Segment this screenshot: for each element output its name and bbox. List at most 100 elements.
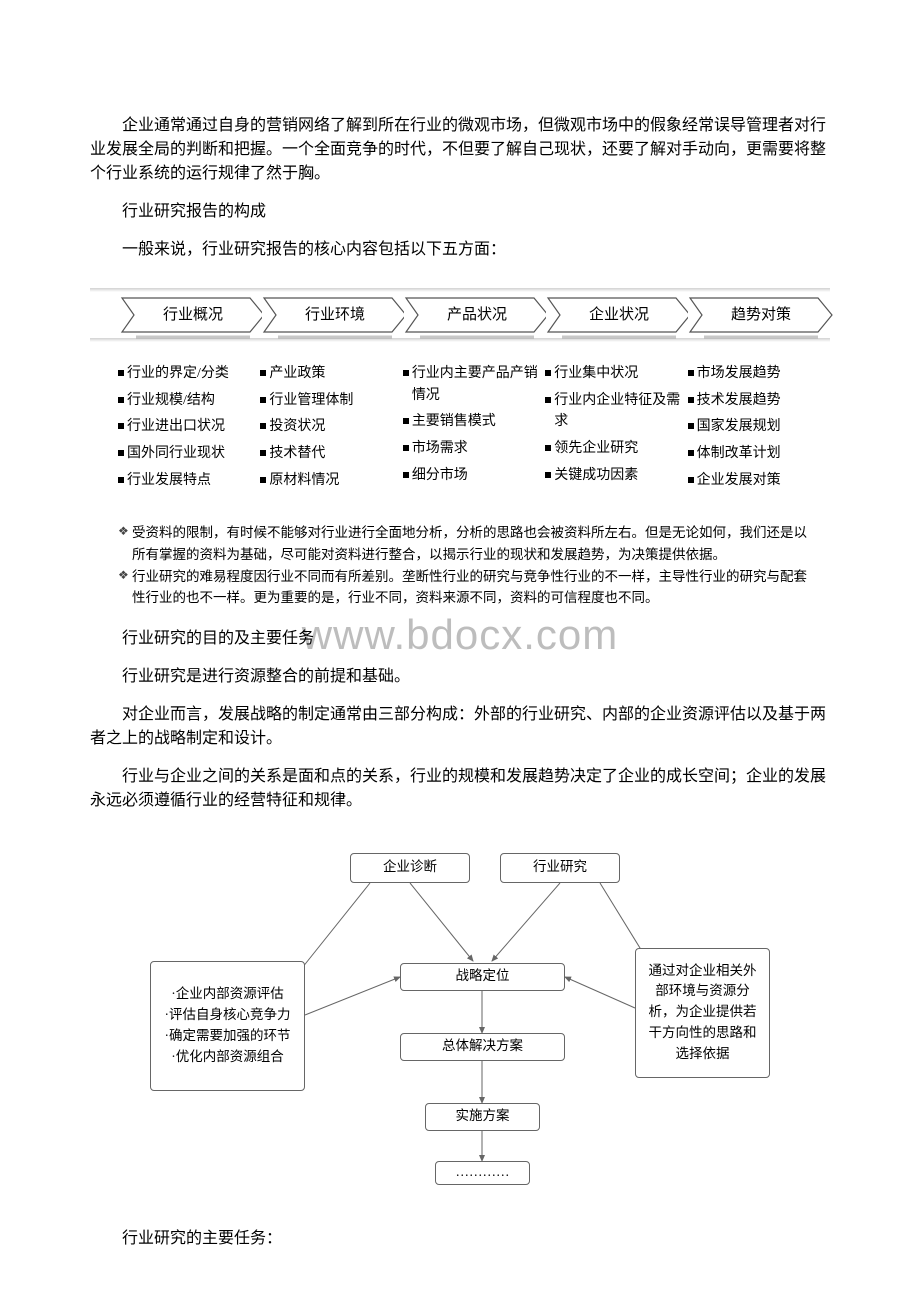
bullet-item: 产业政策 [260, 363, 396, 385]
bullet-text: 企业发展对策 [697, 470, 781, 492]
chevron-tab-label: 产品状况 [447, 304, 507, 327]
bullet-text: 细分市场 [412, 465, 468, 487]
flow-box-line: ·优化内部资源组合 [165, 1047, 291, 1068]
bullet-square-icon [545, 472, 551, 478]
bullet-square-icon [688, 450, 694, 456]
bullet-square-icon [260, 397, 266, 403]
flow-box-line: ·确定需要加强的环节 [165, 1026, 291, 1047]
bullet-item: 国家发展规划 [688, 416, 824, 438]
core-intro: 一般来说，行业研究报告的核心内容包括以下五方面： [90, 238, 830, 262]
intro-paragraph: 企业通常通过自身的营销网络了解到所在行业的微观市场，但微观市场中的假象经常误导管… [90, 114, 830, 186]
bullet-square-icon [260, 370, 266, 376]
note-line: ❖行业研究的难易程度因行业不同而有所差别。垄断性行业的研究与竞争性行业的不一样，… [118, 566, 810, 609]
bullet-item: 行业内主要产品产销情况 [403, 363, 539, 406]
bullet-square-icon [118, 370, 124, 376]
bullet-text: 行业管理体制 [269, 390, 353, 412]
bullet-square-icon [118, 477, 124, 483]
bullet-item: 投资状况 [260, 416, 396, 438]
bullet-square-icon [688, 423, 694, 429]
bullet-item: 体制改革计划 [688, 443, 824, 465]
bullet-square-icon [688, 370, 694, 376]
bullet-square-icon [118, 423, 124, 429]
bullet-column: 市场发展趋势技术发展趋势国家发展规划体制改革计划企业发展对策 [688, 358, 824, 496]
bullet-item: 行业的界定/分类 [118, 363, 254, 385]
bullet-text: 行业的界定/分类 [127, 363, 229, 385]
bullet-item: 技术替代 [260, 443, 396, 465]
bullet-text: 行业集中状况 [554, 363, 638, 385]
flow-box-solution: 总体解决方案 [400, 1033, 565, 1061]
bullet-text: 关键成功因素 [554, 465, 638, 487]
notes-block: ❖受资料的限制，有时候不能够对行业进行全面地分析，分析的思路也会被资料所左右。但… [118, 522, 830, 608]
bullet-item: 企业发展对策 [688, 470, 824, 492]
flow-box-position: 战略定位 [400, 963, 565, 991]
bullet-text: 市场需求 [412, 438, 468, 460]
bullet-item: 细分市场 [403, 465, 539, 487]
chevron-tab: 趋势对策 [688, 296, 834, 334]
note-line: ❖受资料的限制，有时候不能够对行业进行全面地分析，分析的思路也会被资料所左右。但… [118, 522, 810, 565]
diamond-bullet-icon: ❖ [118, 566, 132, 609]
flow-box-research: 行业研究 [500, 853, 620, 883]
chevron-tab-label: 行业概况 [163, 304, 223, 327]
diamond-bullet-icon: ❖ [118, 522, 132, 565]
bullet-column: 行业集中状况行业内企业特征及需求领先企业研究关键成功因素 [545, 358, 681, 496]
bullet-text: 产业政策 [269, 363, 325, 385]
bullet-text: 行业进出口状况 [127, 416, 225, 438]
bullet-square-icon [688, 397, 694, 403]
bullet-square-icon [403, 472, 409, 478]
chevron-tab-label: 企业状况 [589, 304, 649, 327]
bullet-text: 行业发展特点 [127, 470, 211, 492]
note-text: 行业研究的难易程度因行业不同而有所差别。垄断性行业的研究与竞争性行业的不一样，主… [132, 566, 810, 609]
chevron-tab: 行业概况 [120, 296, 266, 334]
bullet-item: 行业管理体制 [260, 390, 396, 412]
composition-heading: 行业研究报告的构成 [90, 200, 830, 224]
bullet-item: 技术发展趋势 [688, 390, 824, 412]
relation-paragraph: 行业与企业之间的关系是面和点的关系，行业的规模和发展趋势决定了企业的成长空间；企… [90, 765, 830, 813]
bullet-text: 领先企业研究 [554, 438, 638, 460]
bullet-text: 技术替代 [269, 443, 325, 465]
bullet-item: 市场发展趋势 [688, 363, 824, 385]
bullet-square-icon [118, 397, 124, 403]
bullet-text: 国家发展规划 [697, 416, 781, 438]
bullet-text: 原材料情况 [269, 470, 339, 492]
bullet-column: 行业内主要产品产销情况主要销售模式市场需求细分市场 [403, 358, 539, 496]
flow-box-more: ………… [435, 1161, 530, 1185]
bullet-text: 技术发展趋势 [697, 390, 781, 412]
bullet-text: 行业内主要产品产销情况 [412, 363, 539, 406]
bullet-square-icon [403, 370, 409, 376]
chevron-tab: 行业环境 [262, 296, 408, 334]
chevron-tab: 产品状况 [404, 296, 550, 334]
chevron-tab: 企业状况 [546, 296, 692, 334]
flow-box-line: ·企业内部资源评估 [165, 984, 291, 1005]
bullet-item: 行业内企业特征及需求 [545, 390, 681, 433]
purpose-heading: 行业研究的目的及主要任务 [90, 627, 830, 651]
flow-box-diagnose: 企业诊断 [350, 853, 470, 883]
bullet-square-icon [118, 450, 124, 456]
flow-box-left: ·企业内部资源评估·评估自身核心竞争力·确定需要加强的环节·优化内部资源组合 [150, 961, 305, 1091]
bullet-text: 投资状况 [269, 416, 325, 438]
bullet-text: 行业内企业特征及需求 [554, 390, 681, 433]
bullet-text: 主要销售模式 [412, 411, 496, 433]
flow-box-impl: 实施方案 [425, 1103, 540, 1131]
chevron-tabs: 行业概况 行业环境 产品状况 企业状况 趋势对策 [90, 288, 830, 348]
chevron-tab-label: 趋势对策 [731, 304, 791, 327]
bullet-square-icon [545, 445, 551, 451]
bullet-item: 原材料情况 [260, 470, 396, 492]
bullet-text: 国外同行业现状 [127, 443, 225, 465]
flow-box-line: 通过对企业相关外部环境与资源分析，为企业提供若干方向性的思路和选择依据 [644, 961, 761, 1066]
tasks-heading: 行业研究的主要任务： [90, 1227, 830, 1251]
bullet-square-icon [403, 445, 409, 451]
bullet-item: 行业规模/结构 [118, 390, 254, 412]
chevron-tab-label: 行业环境 [305, 304, 365, 327]
bullet-square-icon [545, 370, 551, 376]
bullet-square-icon [688, 477, 694, 483]
bullet-square-icon [545, 397, 551, 403]
strategy-paragraph: 对企业而言，发展战略的制定通常由三部分构成：外部的行业研究、内部的企业资源评估以… [90, 703, 830, 751]
bullet-item: 领先企业研究 [545, 438, 681, 460]
bullet-square-icon [260, 477, 266, 483]
columns-wrap: 行业的界定/分类行业规模/结构行业进出口状况国外同行业现状行业发展特点产业政策行… [90, 358, 830, 506]
flow-box-line: ·评估自身核心竞争力 [165, 1005, 291, 1026]
bullet-item: 关键成功因素 [545, 465, 681, 487]
flow-box-right: 通过对企业相关外部环境与资源分析，为企业提供若干方向性的思路和选择依据 [635, 948, 770, 1078]
tabs-shadow-top [90, 288, 830, 292]
premise-paragraph: 行业研究是进行资源整合的前提和基础。 [90, 665, 830, 689]
